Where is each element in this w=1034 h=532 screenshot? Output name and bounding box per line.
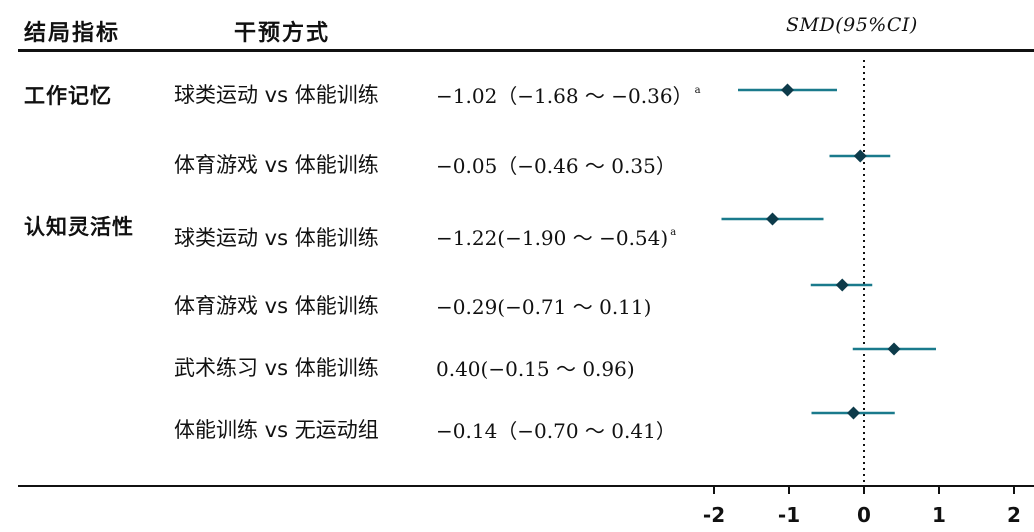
row-effect-text: −1.02（−1.68 ～ −0.36） [436, 84, 693, 108]
point-estimate [781, 83, 794, 97]
row-effect: −0.29(−0.71 ～ 0.11) [436, 291, 651, 320]
point-estimate [887, 342, 901, 356]
point-estimate [847, 406, 860, 420]
header-rule [18, 49, 1034, 52]
row-comparison: 体能训练 vs 无运动组 [174, 418, 379, 442]
header-indicator: 结局指标 [24, 21, 121, 46]
group-label-cognitive-flexibility: 认知灵活性 [24, 215, 134, 239]
significance-mark: a [694, 85, 701, 96]
point-estimate [853, 149, 867, 163]
bottom-rule [18, 485, 1034, 487]
point-estimate [835, 278, 849, 292]
row-comparison: 球类运动 vs 体能训练 [174, 83, 379, 107]
row-effect: −0.14（−0.70 ～ 0.41） [436, 415, 676, 444]
row-comparison: 体育游戏 vs 体能训练 [174, 153, 379, 177]
row-comparison: 体育游戏 vs 体能训练 [174, 294, 379, 318]
row-effect-text: −1.22(−1.90 ～ −0.54) [436, 226, 669, 250]
row-effect-text: −0.14（−0.70 ～ 0.41） [436, 419, 676, 443]
row-effect: 0.40(−0.15 ～ 0.96) [436, 353, 635, 382]
x-tick-label: 0 [857, 503, 871, 527]
x-tick-label: 1 [932, 503, 946, 527]
row-effect: −1.02（−1.68 ～ −0.36） a [436, 80, 701, 109]
row-effect: −0.05（−0.46 ～ 0.35） [436, 150, 676, 179]
header-effect: SMD(95%CI) [786, 14, 918, 36]
row-effect-text: 0.40(−0.15 ～ 0.96) [436, 357, 635, 381]
row-comparison: 球类运动 vs 体能训练 [174, 226, 379, 250]
x-tick-label: 2 [1007, 503, 1021, 527]
header-intervention: 干预方式 [234, 21, 331, 46]
significance-mark: a [670, 227, 677, 238]
x-tick-label: -2 [703, 503, 725, 527]
point-estimate [766, 212, 779, 226]
x-tick-label: -1 [778, 503, 800, 527]
group-label-working-memory: 工作记忆 [24, 84, 112, 108]
row-effect-text: −0.05（−0.46 ～ 0.35） [436, 154, 676, 178]
row-comparison: 武术练习 vs 体能训练 [174, 356, 379, 380]
row-effect-text: −0.29(−0.71 ～ 0.11) [436, 295, 652, 319]
row-effect: −1.22(−1.90 ～ −0.54) a [436, 222, 676, 251]
